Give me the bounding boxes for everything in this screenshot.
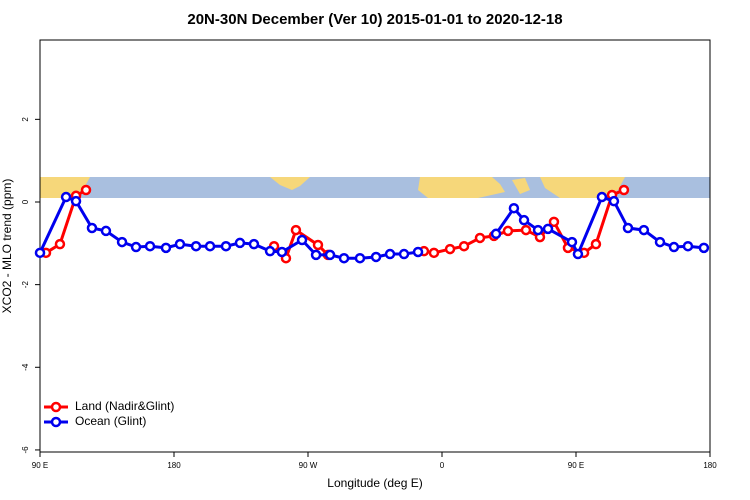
x-tick-label: 90 E (568, 461, 584, 470)
data-point (458, 240, 470, 252)
y-tick-label: -2 (21, 281, 30, 289)
data-point (520, 224, 532, 236)
data-point (384, 248, 396, 260)
data-point (572, 248, 584, 260)
data-point (80, 184, 92, 196)
data-point (548, 216, 560, 228)
data-point (638, 224, 650, 236)
legend-marker (50, 401, 62, 413)
data-point (174, 238, 186, 250)
data-point (312, 239, 324, 251)
x-tick-label: 180 (703, 461, 717, 470)
data-point (116, 236, 128, 248)
data-point (276, 246, 288, 258)
data-point (502, 225, 514, 237)
data-point (444, 243, 456, 255)
y-tick-label: -4 (21, 363, 30, 371)
data-point (490, 228, 502, 240)
data-point (338, 252, 350, 264)
data-point (412, 246, 424, 258)
data-point (324, 249, 336, 261)
data-point (190, 240, 202, 252)
data-point (532, 224, 544, 236)
chart-title: 20N-30N December (Ver 10) 2015-01-01 to … (187, 11, 562, 28)
data-point (542, 223, 554, 235)
data-point (54, 238, 66, 250)
x-tick-label: 90 E (32, 461, 48, 470)
data-point (398, 248, 410, 260)
legend-label: Land (Nadir&Glint) (75, 399, 174, 413)
data-point (248, 238, 260, 250)
data-point (220, 240, 232, 252)
data-point (354, 252, 366, 264)
data-point (596, 191, 608, 203)
data-point (130, 241, 142, 253)
data-point (668, 241, 680, 253)
plot-frame (39, 39, 711, 453)
data-point (100, 225, 112, 237)
data-point (144, 240, 156, 252)
data-point (310, 249, 322, 261)
land-shape (270, 177, 310, 190)
data-point (518, 214, 530, 226)
data-point (608, 195, 620, 207)
data-point (474, 232, 486, 244)
data-point (654, 236, 666, 248)
data-point (204, 240, 216, 252)
data-point (86, 222, 98, 234)
y-tick-label: 0 (21, 199, 30, 204)
data-point (34, 247, 46, 259)
data-point (566, 236, 578, 248)
data-point (590, 238, 602, 250)
data-point (234, 237, 246, 249)
map-strip (40, 177, 710, 198)
data-point (682, 240, 694, 252)
x-axis-label: Longitude (deg E) (327, 476, 422, 490)
x-tick-label: 0 (440, 461, 445, 470)
data-point (622, 222, 634, 234)
data-point (370, 251, 382, 263)
data-point (160, 242, 172, 254)
land-shape (418, 177, 505, 198)
legend-marker (50, 416, 62, 428)
x-tick-label: 180 (167, 461, 181, 470)
y-axis-label: XCO2 - MLO trend (ppm) (0, 179, 14, 314)
data-point (618, 184, 630, 196)
x-tick-label: 90 W (299, 461, 318, 470)
data-point (264, 245, 276, 257)
data-point (296, 234, 308, 246)
data-point (428, 247, 440, 259)
data-point (60, 191, 72, 203)
legend-label: Ocean (Glint) (75, 414, 146, 428)
data-point (70, 195, 82, 207)
y-tick-label: -6 (21, 446, 30, 454)
y-tick-label: 2 (21, 117, 30, 122)
land-shape (512, 178, 530, 194)
data-point (290, 224, 302, 236)
data-point (508, 202, 520, 214)
data-point (698, 242, 710, 254)
